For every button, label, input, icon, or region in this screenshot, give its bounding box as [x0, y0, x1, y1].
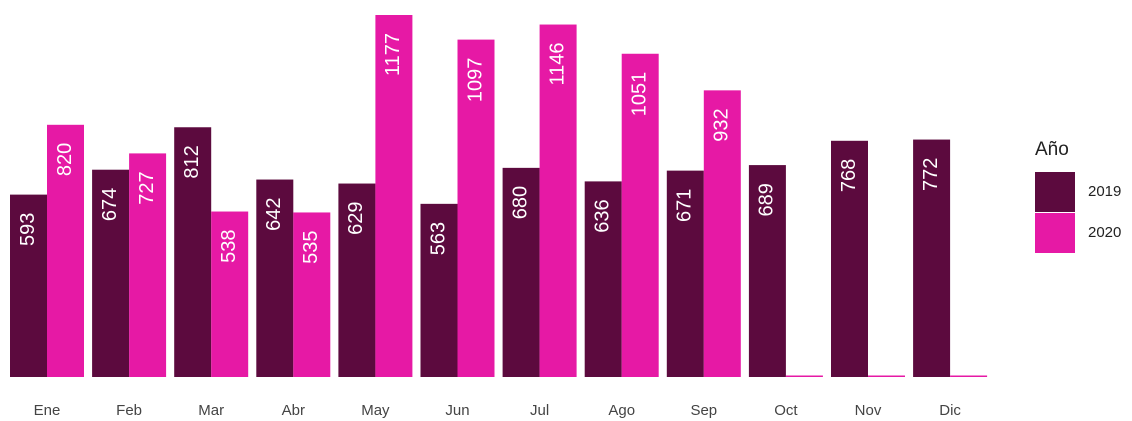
- bar: [174, 127, 212, 377]
- x-tick-label: Dic: [939, 402, 961, 419]
- bar: [129, 153, 167, 377]
- value-label: 593: [17, 213, 39, 246]
- legend-title: Año: [1035, 139, 1069, 160]
- bar: [831, 140, 868, 377]
- bar: [10, 194, 47, 377]
- x-tick-label: Oct: [774, 402, 798, 419]
- value-label: 812: [181, 145, 203, 178]
- x-tick-label: Jun: [445, 402, 469, 419]
- value-label: 538: [218, 230, 240, 263]
- bar: [868, 375, 905, 377]
- value-label: 680: [509, 186, 531, 219]
- value-label: 772: [920, 158, 942, 191]
- bar: [92, 169, 130, 377]
- x-tick-label: May: [361, 402, 390, 419]
- x-tick-label: Feb: [116, 402, 142, 419]
- bar: [666, 170, 704, 377]
- value-label: 1097: [464, 58, 486, 103]
- value-label: 820: [54, 143, 76, 176]
- value-label: 1177: [382, 33, 404, 76]
- value-label: 727: [136, 171, 158, 204]
- bar: [293, 212, 331, 377]
- value-label: 563: [427, 222, 449, 255]
- value-label: 671: [674, 189, 696, 222]
- value-label: 629: [345, 202, 367, 235]
- bar: [375, 15, 413, 377]
- bar: [950, 375, 988, 377]
- x-tick-label: Abr: [282, 402, 305, 419]
- x-tick-label: Nov: [855, 402, 882, 419]
- value-label: 674: [99, 188, 121, 221]
- bar: [256, 179, 294, 377]
- value-label: 768: [838, 159, 860, 192]
- bar: [621, 53, 659, 378]
- bar: [47, 124, 84, 377]
- bar: [502, 167, 540, 377]
- value-label: 636: [591, 199, 613, 232]
- x-tick-label: Sep: [690, 402, 717, 419]
- value-label: 535: [300, 230, 322, 263]
- x-tick-label: Jul: [530, 402, 549, 419]
- value-label: 1146: [546, 43, 568, 86]
- value-label: 689: [756, 183, 778, 216]
- x-tick-label: Ago: [608, 402, 635, 419]
- value-label: 1051: [628, 72, 650, 117]
- bar: [913, 139, 951, 377]
- legend-label: 2019: [1088, 183, 1121, 200]
- bar: [785, 375, 823, 377]
- bar: [584, 181, 622, 377]
- legend-swatch: [1035, 213, 1075, 253]
- x-tick-label: Mar: [198, 402, 224, 419]
- bar: [211, 211, 249, 377]
- value-label: 932: [711, 108, 733, 141]
- bar: [703, 90, 741, 377]
- bar: [748, 165, 786, 377]
- bar: [539, 24, 577, 377]
- bar: [338, 183, 376, 377]
- legend-label: 2020: [1088, 224, 1121, 241]
- x-tick-label: Ene: [34, 402, 61, 419]
- value-label: 642: [263, 198, 285, 231]
- legend-swatch: [1035, 172, 1075, 212]
- bar: [420, 203, 458, 377]
- bar: [457, 39, 495, 378]
